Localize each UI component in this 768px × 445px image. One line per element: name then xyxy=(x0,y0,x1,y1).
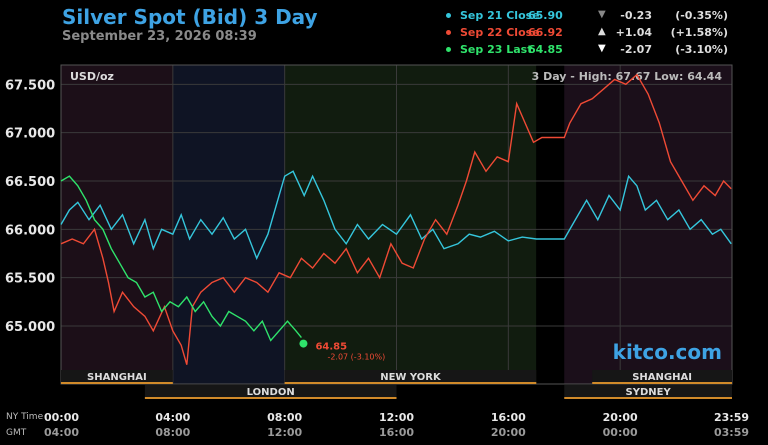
y-tick-label: 65.500 xyxy=(5,272,55,287)
y-tick-label: 65.000 xyxy=(5,320,55,335)
y-tick-label: 67.000 xyxy=(5,127,55,142)
x-tick-label: 04:00 xyxy=(155,411,190,424)
session-band xyxy=(536,65,565,384)
legend-dot xyxy=(446,30,451,35)
x-tick-label-gmt: 20:00 xyxy=(491,426,526,439)
gmt-label: GMT xyxy=(6,428,27,438)
series-line xyxy=(60,170,732,261)
legend-percent: (-3.10%) xyxy=(675,43,728,56)
x-tick-label-gmt: 04:00 xyxy=(44,426,79,439)
arrow-down-icon: ▼ xyxy=(598,9,606,20)
session-band xyxy=(61,65,173,384)
unit-label: USD/oz xyxy=(70,70,114,83)
legend-name: Sep 23 Last xyxy=(460,43,533,56)
x-tick-label: 23:59 xyxy=(714,411,749,424)
chart-datetime: September 23, 2026 08:39 xyxy=(62,29,257,44)
watermark: kitco.com xyxy=(613,340,722,364)
arrow-down-icon: ▼ xyxy=(598,43,606,54)
legend-change: +1.04 xyxy=(615,26,652,39)
legend-percent: (-0.35%) xyxy=(675,9,728,22)
x-tick-label-gmt: 08:00 xyxy=(155,426,190,439)
legend-dot xyxy=(446,47,451,52)
legend-percent: (+1.58%) xyxy=(670,26,728,39)
range-label: 3 Day - High: 67.67 Low: 64.44 xyxy=(532,70,723,83)
legend-change: -2.07 xyxy=(620,43,652,56)
session-bar xyxy=(61,370,173,383)
ny-time-label: NY Time xyxy=(6,412,44,422)
session-band xyxy=(564,65,732,384)
y-tick-label: 67.500 xyxy=(5,78,55,93)
y-tick-label: 66.000 xyxy=(5,223,55,238)
session-bar xyxy=(564,385,732,398)
y-tick-label: 66.500 xyxy=(5,175,55,190)
legend-price: 65.90 xyxy=(528,9,563,22)
session-band xyxy=(284,65,537,384)
x-tick-label: 08:00 xyxy=(267,411,302,424)
last-price-marker xyxy=(299,339,308,348)
x-tick-label-gmt: 12:00 xyxy=(267,426,302,439)
session-label: LONDON xyxy=(247,387,295,398)
x-tick-label-gmt: 00:00 xyxy=(603,426,638,439)
x-tick-label: 16:00 xyxy=(491,411,526,424)
x-tick-label-gmt: 03:59 xyxy=(714,426,749,439)
session-label: SHANGHAI xyxy=(632,372,692,383)
chart-title: Silver Spot (Bid) 3 Day xyxy=(62,5,318,29)
legend-name: Sep 22 Close xyxy=(460,26,540,39)
x-tick-label: 20:00 xyxy=(603,411,638,424)
x-tick-label: 00:00 xyxy=(44,411,79,424)
session-bar xyxy=(144,385,397,398)
last-price-label: 64.85 xyxy=(315,342,347,353)
session-label: SHANGHAI xyxy=(87,372,147,383)
last-change-label: -2.07 (-3.10%) xyxy=(327,353,385,362)
legend-dot xyxy=(446,13,451,18)
x-tick-label: 12:00 xyxy=(379,411,414,424)
series-line xyxy=(60,175,302,342)
session-bar xyxy=(592,370,732,383)
legend-name: Sep 21 Close xyxy=(460,9,540,22)
legend-change: -0.23 xyxy=(620,9,652,22)
arrow-up-icon: ▲ xyxy=(598,26,606,37)
legend-price: 64.85 xyxy=(528,43,563,56)
x-tick-label-gmt: 16:00 xyxy=(379,426,414,439)
session-label: SYDNEY xyxy=(626,387,672,398)
session-label: NEW YORK xyxy=(380,372,442,383)
legend-price: 66.92 xyxy=(528,26,563,39)
session-bar xyxy=(284,370,537,383)
